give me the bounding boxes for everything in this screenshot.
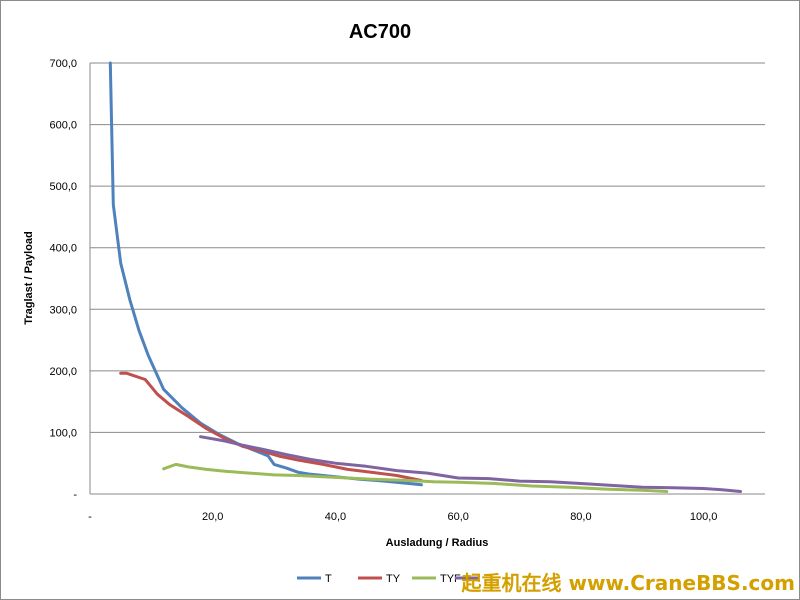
x-tick-label: 20,0 — [202, 511, 223, 523]
y-tick-label: - — [73, 489, 77, 501]
legend-label: T — [325, 573, 332, 585]
x-tick-label: - — [88, 511, 92, 523]
chart-title: AC700 — [349, 21, 411, 43]
y-tick-label: 600,0 — [49, 120, 77, 132]
series-line-ty — [119, 371, 423, 482]
watermark-text: 起重机在线 www.CraneBBS.com — [461, 571, 795, 595]
x-axis-label: Ausladung / Radius — [386, 537, 489, 549]
series-lines — [108, 61, 742, 493]
gridlines — [90, 62, 765, 433]
x-tick-label: 80,0 — [570, 511, 591, 523]
y-axis-label: Traglast / Payload — [23, 231, 35, 325]
y-tick-label: 100,0 — [49, 427, 77, 439]
legend-label: TYF — [440, 573, 461, 585]
axes — [89, 63, 765, 495]
series-line-unnamed-3 — [199, 435, 742, 493]
x-tick-label: 100,0 — [690, 511, 718, 523]
legend: T TY TYF — [297, 573, 479, 585]
series-line-tyf — [162, 462, 669, 493]
y-tick-label: 200,0 — [49, 366, 77, 378]
x-tick-labels: - 20,0 40,0 60,0 80,0 100,0 — [88, 511, 717, 523]
x-tick-label: 60,0 — [447, 511, 468, 523]
y-tick-label: 300,0 — [49, 304, 77, 316]
legend-label: TY — [386, 573, 401, 585]
y-tick-label: 400,0 — [49, 243, 77, 255]
y-tick-labels: - 100,0 200,0 300,0 400,0 500,0 600,0 700,0 — [49, 58, 77, 501]
x-tick-label: 40,0 — [325, 511, 346, 523]
y-tick-label: 500,0 — [49, 181, 77, 193]
series-line-t — [108, 61, 423, 487]
y-tick-label: 700,0 — [49, 58, 77, 70]
